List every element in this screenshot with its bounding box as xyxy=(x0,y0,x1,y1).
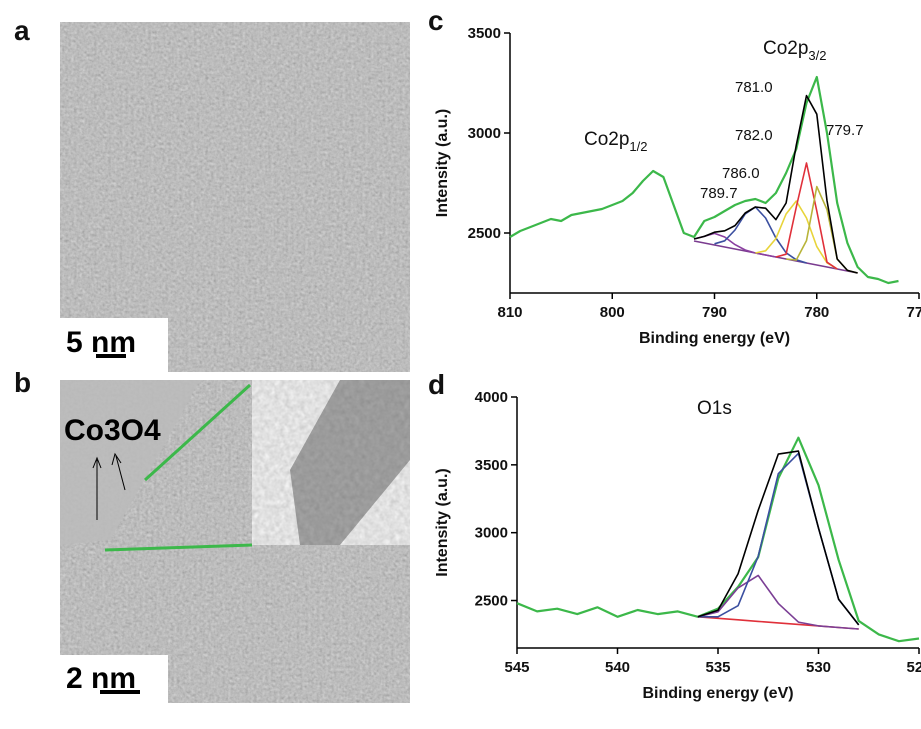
peak-label: 781.0 xyxy=(735,79,773,96)
tem-image-b: Co3O4 2 nm b xyxy=(14,367,410,703)
data-line xyxy=(786,185,858,274)
y-tick-label: 2500 xyxy=(468,225,501,242)
chart: 810 800 790 780 770 2500 3000 3500 Binding energ… xyxy=(428,5,921,347)
y-axis-title: Intensity (a.u.) xyxy=(434,468,451,576)
x-tick-label: 800 xyxy=(600,304,625,321)
annotation-subscript: 1/2 xyxy=(629,139,647,154)
y-tick-label: 3500 xyxy=(475,457,508,474)
panel-label: d xyxy=(428,369,445,400)
arrowhead xyxy=(111,452,122,466)
annotation-text: Co2p xyxy=(584,129,629,150)
x-tick-label: 790 xyxy=(702,304,727,321)
data-line xyxy=(697,450,860,626)
x-tick-label: 545 xyxy=(504,659,529,676)
annotation-subscript: 3/2 xyxy=(808,48,826,63)
x-tick-label: 540 xyxy=(605,659,630,676)
x-tick-label: 535 xyxy=(705,659,730,676)
x-tick-label: 530 xyxy=(806,659,831,676)
peak-label: 782.0 xyxy=(735,127,773,144)
data-line xyxy=(714,206,807,264)
data-line xyxy=(755,200,838,270)
data-line xyxy=(775,162,838,270)
tem-texture xyxy=(60,22,410,372)
edge-line xyxy=(104,543,253,552)
edge-line xyxy=(143,383,252,482)
tem-tint xyxy=(60,22,410,372)
y-tick-label: 3500 xyxy=(468,25,501,42)
arrowhead xyxy=(92,456,102,469)
annotation: Co2p1/2 xyxy=(584,129,648,154)
scale-bar-label: 5 nm xyxy=(66,326,136,359)
tem-image-a: 5 nm a xyxy=(14,15,410,372)
panel-label: c xyxy=(428,5,444,36)
scale-bar-box xyxy=(60,318,168,372)
y-tick-label: 3000 xyxy=(475,525,508,542)
annotation-text: O1s xyxy=(697,398,732,419)
x-axis-title: Binding energy (eV) xyxy=(642,685,793,702)
annotation: Co2p3/2 xyxy=(763,38,827,63)
data-line xyxy=(697,574,859,630)
x-tick-label: 810 xyxy=(497,304,522,321)
chart: 545 540 535 530 525 2500 3000 3500 4000 Binding e… xyxy=(428,369,921,702)
y-tick-label: 4000 xyxy=(475,389,508,406)
y-axis-title: Intensity (a.u.) xyxy=(434,109,451,217)
panel-label: a xyxy=(14,15,30,46)
x-tick-label: 770 xyxy=(906,304,921,321)
x-tick-label: 780 xyxy=(804,304,829,321)
annotation: O1s xyxy=(697,398,732,419)
inset-crystal xyxy=(290,380,410,545)
y-tick-label: 3000 xyxy=(468,125,501,142)
annotation-text: Co2p xyxy=(763,38,808,59)
data-line xyxy=(693,232,777,258)
vacuum-region xyxy=(60,380,200,545)
arrow xyxy=(115,455,126,491)
phase-label: Co3O4 xyxy=(64,414,161,447)
x-tick-label: 525 xyxy=(906,659,921,676)
data-line xyxy=(693,94,858,274)
peak-label: 786.0 xyxy=(722,165,760,182)
y-tick-label: 2500 xyxy=(475,593,508,610)
peak-label: 789.7 xyxy=(700,185,738,202)
scale-bar-label: 2 nm xyxy=(66,662,136,695)
scale-bar-box xyxy=(60,655,168,703)
data-line xyxy=(509,75,899,285)
x-axis-title: Binding energy (eV) xyxy=(639,330,790,347)
peak-label: 779.7 xyxy=(826,122,864,139)
panel-label: b xyxy=(14,367,31,398)
